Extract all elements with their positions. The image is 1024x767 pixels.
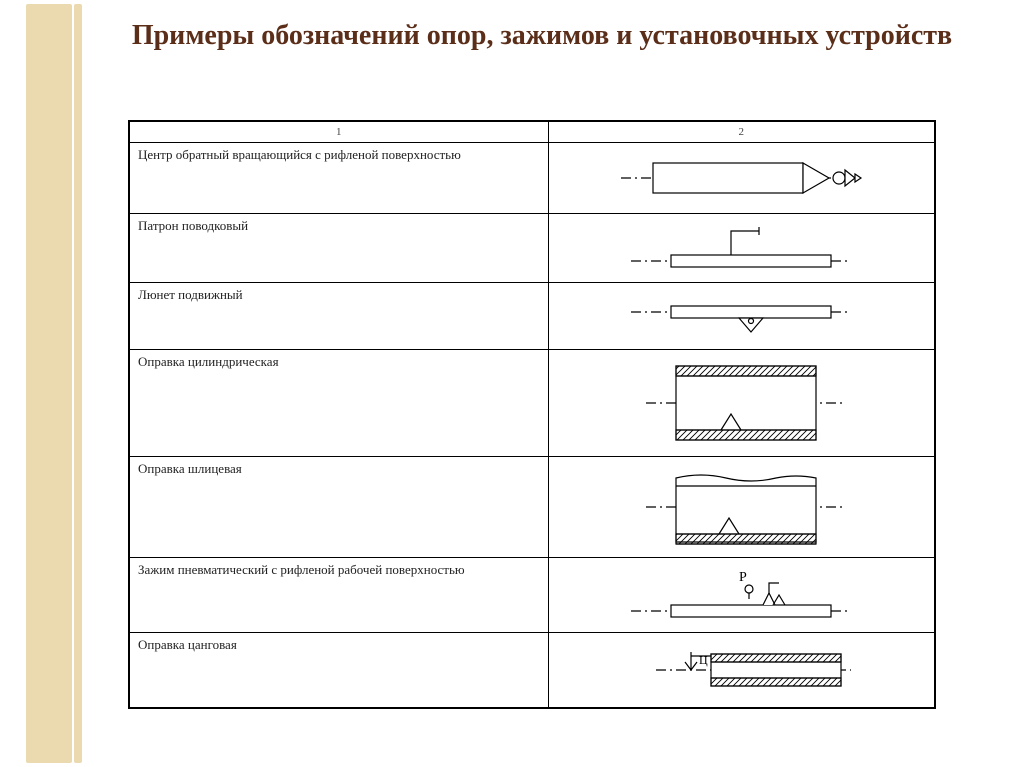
symbol-cell bbox=[548, 350, 934, 457]
table-row: Оправка цилиндрическая bbox=[130, 350, 935, 457]
desc-cell: Оправка шлицевая bbox=[130, 457, 549, 558]
desc-cell: Люнет подвижный bbox=[130, 283, 549, 350]
page-title: Примеры обозначений опор, зажимов и уста… bbox=[120, 18, 964, 53]
driving-chuck-icon bbox=[591, 223, 891, 273]
desc-cell: Зажим пневматический с рифленой рабочей … bbox=[130, 558, 549, 633]
table-header-row: 1 2 bbox=[130, 122, 935, 143]
symbol-cell: Ц bbox=[548, 633, 934, 708]
symbol-cell bbox=[548, 143, 934, 214]
side-bar-1 bbox=[26, 4, 72, 763]
table-row: Оправка цанговая bbox=[130, 633, 935, 708]
symbols-table: 1 2 Центр обратный вращающийся с рифлено… bbox=[128, 120, 936, 709]
label-c: Ц bbox=[699, 653, 708, 667]
pneumatic-clamp-icon: Р bbox=[591, 565, 891, 625]
table-row: Центр обратный вращающийся с рифленой по… bbox=[130, 143, 935, 214]
desc-cell: Оправка цанговая bbox=[130, 633, 549, 708]
table-row: Оправка шлицевая bbox=[130, 457, 935, 558]
cylindrical-mandrel-icon bbox=[591, 358, 891, 448]
desc-text: Зажим пневматический с рифленой рабочей … bbox=[138, 562, 465, 577]
desc-cell: Оправка цилиндрическая bbox=[130, 350, 549, 457]
symbol-cell: Р bbox=[548, 558, 934, 633]
collet-mandrel-icon: Ц bbox=[591, 642, 891, 698]
splined-mandrel-icon bbox=[591, 464, 891, 550]
table-row: Патрон поводковый bbox=[130, 214, 935, 283]
desc-text: Оправка шлицевая bbox=[138, 461, 242, 476]
symbol-cell bbox=[548, 457, 934, 558]
table-row: Зажим пневматический с рифленой рабочей … bbox=[130, 558, 935, 633]
symbol-cell bbox=[548, 283, 934, 350]
label-p: Р bbox=[739, 570, 747, 585]
rotating-center-icon bbox=[591, 153, 891, 203]
col-header-1: 1 bbox=[130, 122, 549, 143]
side-bar-2 bbox=[74, 4, 82, 763]
desc-text: Патрон поводковый bbox=[138, 218, 248, 233]
table-row: Люнет подвижный bbox=[130, 283, 935, 350]
side-decoration bbox=[0, 0, 88, 767]
slide-root: Примеры обозначений опор, зажимов и уста… bbox=[0, 0, 1024, 767]
desc-text: Центр обратный вращающийся с рифленой по… bbox=[138, 147, 461, 162]
desc-text: Оправка цилиндрическая bbox=[138, 354, 279, 369]
steady-rest-icon bbox=[591, 292, 891, 340]
desc-text: Люнет подвижный bbox=[138, 287, 243, 302]
desc-text: Оправка цанговая bbox=[138, 637, 237, 652]
col-header-2: 2 bbox=[548, 122, 934, 143]
desc-cell: Патрон поводковый bbox=[130, 214, 549, 283]
desc-cell: Центр обратный вращающийся с рифленой по… bbox=[130, 143, 549, 214]
symbol-cell bbox=[548, 214, 934, 283]
